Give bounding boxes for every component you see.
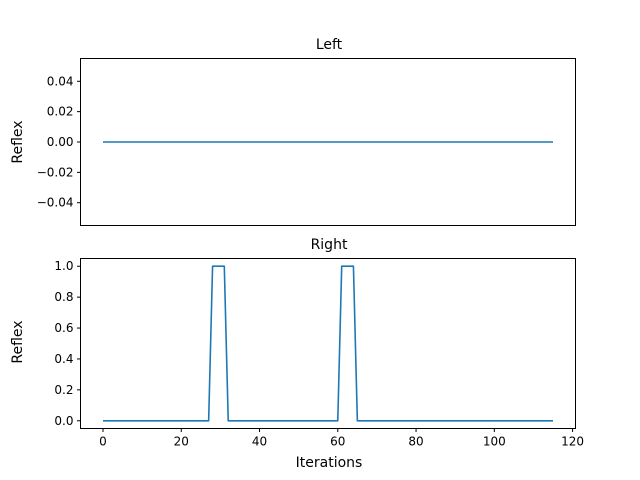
- left-panel-ytick-label: 0.00: [47, 135, 74, 149]
- right-panel-xtick-label: 20: [174, 435, 189, 449]
- right-panel-xtick-label: 100: [483, 435, 506, 449]
- left-panel-ylabel: Reflex: [10, 120, 26, 163]
- right-panel-series-line: [103, 265, 553, 422]
- right-panel-xtick-label: 40: [252, 435, 267, 449]
- left-panel: Left Reflex −0.04 −0.02 0.00 0.02 0.04: [10, 37, 576, 226]
- right-panel-ytick-label: 0.8: [54, 290, 73, 304]
- right-panel-ylabel: Reflex: [10, 320, 26, 363]
- right-panel-xtick-label: 0: [99, 435, 107, 449]
- left-panel-ytick-label: 0.04: [47, 74, 74, 88]
- right-panel-series: [103, 265, 553, 422]
- right-panel-ticks: 0.0 0.2 0.4 0.6 0.8 1.0 0 20 40 60 80 100 120: [54, 259, 584, 448]
- left-panel-title: Left: [316, 37, 343, 53]
- left-panel-frame: [80, 58, 576, 226]
- right-panel-ytick-label: 0.4: [54, 352, 73, 366]
- left-panel-ticks: −0.04 −0.02 0.00 0.02 0.04: [37, 74, 81, 210]
- left-panel-ytick-label: 0.02: [47, 105, 74, 119]
- right-panel-title: Right: [311, 237, 348, 253]
- left-panel-ytick-label: −0.04: [37, 196, 74, 210]
- right-panel-xtick-label: 80: [408, 435, 423, 449]
- right-panel-ytick-label: 1.0: [54, 259, 73, 273]
- right-panel-xtick-label: 120: [561, 435, 584, 449]
- right-panel-ytick-label: 0.0: [54, 414, 73, 428]
- right-panel-xtick-label: 60: [330, 435, 345, 449]
- right-panel-ytick-label: 0.6: [54, 321, 73, 335]
- left-panel-ytick-label: −0.02: [37, 165, 74, 179]
- right-panel-ytick-label: 0.2: [54, 383, 73, 397]
- right-panel-xlabel: Iterations: [296, 455, 363, 471]
- right-panel: Right Reflex Iterations 0.0 0.2 0.4 0.6 0.8 1…: [10, 237, 584, 471]
- right-panel-frame: [80, 258, 576, 429]
